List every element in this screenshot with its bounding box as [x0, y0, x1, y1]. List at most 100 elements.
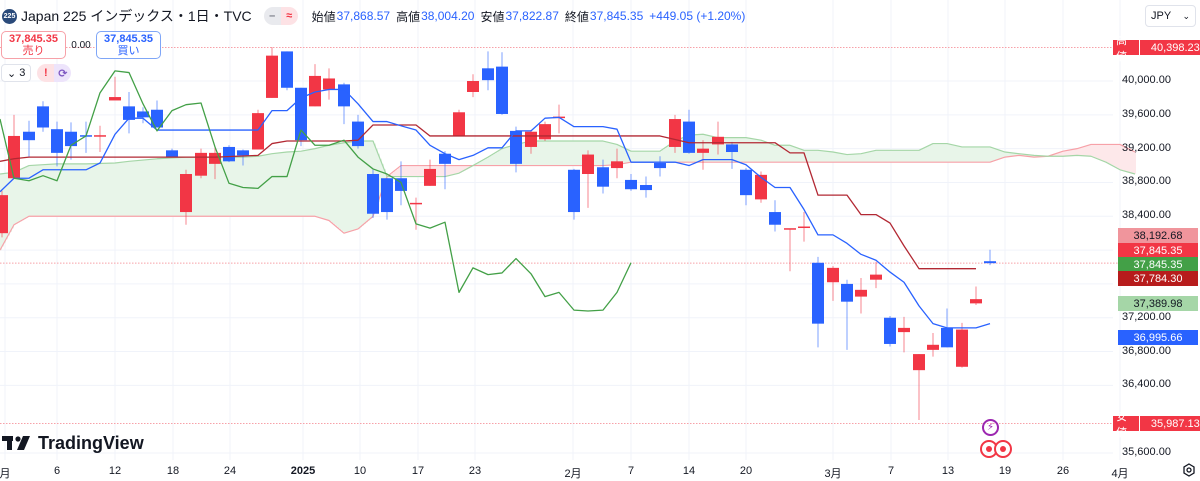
cloud-fill [1082, 147, 1084, 156]
cloud-fill [170, 158, 172, 217]
candle-body [352, 121, 364, 147]
cloud-fill [618, 144, 620, 165]
minus-icon[interactable]: – [263, 7, 281, 25]
currency-select[interactable]: JPY ⌄ [1145, 5, 1196, 27]
cloud-fill [890, 150, 892, 163]
time-axis-label: 6 [53, 465, 61, 477]
cloud-fill [150, 159, 152, 217]
cloud-fill [620, 145, 622, 165]
approx-icon[interactable]: ≈ [280, 7, 298, 25]
cloud-fill [570, 141, 572, 166]
cloud-fill [534, 141, 536, 166]
cloud-fill [780, 145, 782, 163]
settings-gear-icon[interactable] [1182, 463, 1196, 477]
cloud-fill [338, 143, 340, 229]
cloud-fill [630, 150, 632, 163]
cloud-fill [622, 146, 624, 164]
cloud-fill [528, 141, 530, 166]
sell-button[interactable]: 37,845.35 売り [1, 31, 66, 59]
cloud-fill [410, 165, 412, 177]
price-axis-label: 36,800.00 [1122, 344, 1171, 357]
cloud-fill [954, 145, 956, 163]
cloud-fill [902, 150, 904, 163]
cloud-fill [460, 165, 462, 173]
cloud-fill [676, 140, 678, 163]
cloud-fill [306, 150, 308, 217]
cloud-fill [526, 142, 528, 166]
cloud-fill [154, 159, 156, 217]
cloud-fill [8, 173, 10, 236]
warning-icon[interactable]: ! [37, 64, 55, 82]
time-axis-label: 月 [0, 468, 11, 480]
cloud-fill [844, 154, 846, 163]
cloud-fill [978, 146, 980, 163]
cloud-fill [868, 152, 870, 163]
cloud-fill [580, 141, 582, 166]
cloud-fill [418, 165, 420, 177]
indicators-toggle-button[interactable]: ⌄ 3 [1, 64, 32, 82]
chevron-down-icon: ⌄ [1182, 10, 1190, 21]
cloud-fill [1066, 150, 1068, 157]
tradingview-logo[interactable]: TradingView [2, 433, 144, 454]
cloud-fill [710, 135, 712, 163]
cloud-fill [324, 146, 326, 219]
cloud-fill [44, 164, 46, 217]
cloud-fill [1062, 151, 1064, 157]
cloud-fill [160, 158, 162, 217]
cloud-fill [272, 153, 274, 217]
cloud-fill [550, 141, 552, 166]
cloud-fill [450, 165, 452, 176]
sync-icon[interactable]: ⟳ [54, 64, 72, 82]
cloud-fill [932, 144, 934, 163]
cloud-fill [104, 163, 106, 217]
cloud-fill [292, 151, 294, 217]
cloud-fill [456, 165, 458, 174]
cloud-fill [1054, 154, 1056, 157]
cloud-fill [446, 165, 448, 177]
cloud-fill [488, 157, 490, 166]
candle-body [525, 131, 537, 147]
cloud-fill [652, 151, 654, 163]
cloud-fill [522, 143, 524, 166]
cloud-fill [772, 144, 774, 163]
buy-button[interactable]: 37,845.35 買い [96, 31, 161, 59]
cloud-fill [278, 153, 280, 217]
cloud-fill [1134, 151, 1136, 174]
lightning-event-icon[interactable]: ⚡ [982, 419, 999, 436]
last-price-tag: 37,845.35 [1118, 243, 1198, 258]
cloud-fill [760, 140, 762, 163]
cloud-fill [406, 165, 408, 177]
cloud-fill [560, 141, 562, 166]
candle-body [683, 121, 695, 153]
cloud-fill [660, 151, 662, 163]
cloud-fill [768, 142, 770, 163]
cloud-fill [482, 160, 484, 166]
senkou-span-a-line [0, 133, 1136, 178]
cloud-fill [588, 141, 590, 166]
status-pill[interactable]: ! ⟳ [37, 64, 72, 82]
earnings-event-icon[interactable] [994, 440, 1012, 458]
mode-pill[interactable]: – ≈ [263, 7, 298, 25]
cloud-fill [1122, 145, 1124, 171]
cloud-fill [164, 158, 166, 217]
cloud-fill [884, 150, 886, 163]
cloud-fill [40, 164, 42, 217]
cloud-fill [466, 165, 468, 170]
cloud-fill [360, 141, 362, 228]
cloud-fill [100, 163, 102, 217]
cloud-fill [852, 154, 854, 163]
cloud-fill [214, 157, 216, 217]
candle-body [927, 344, 939, 350]
cloud-fill [1060, 152, 1062, 157]
cloud-fill [668, 145, 670, 163]
cloud-fill [508, 146, 510, 166]
kijun-tag: 37,784.30 [1118, 271, 1198, 286]
symbol-title[interactable]: Japan 225 インデックス・1日・TVC [21, 8, 252, 24]
cloud-fill [582, 141, 584, 166]
cloud-fill [76, 163, 78, 217]
cloud-fill [316, 148, 318, 217]
cloud-fill [924, 147, 926, 163]
cloud-fill [1132, 150, 1134, 174]
